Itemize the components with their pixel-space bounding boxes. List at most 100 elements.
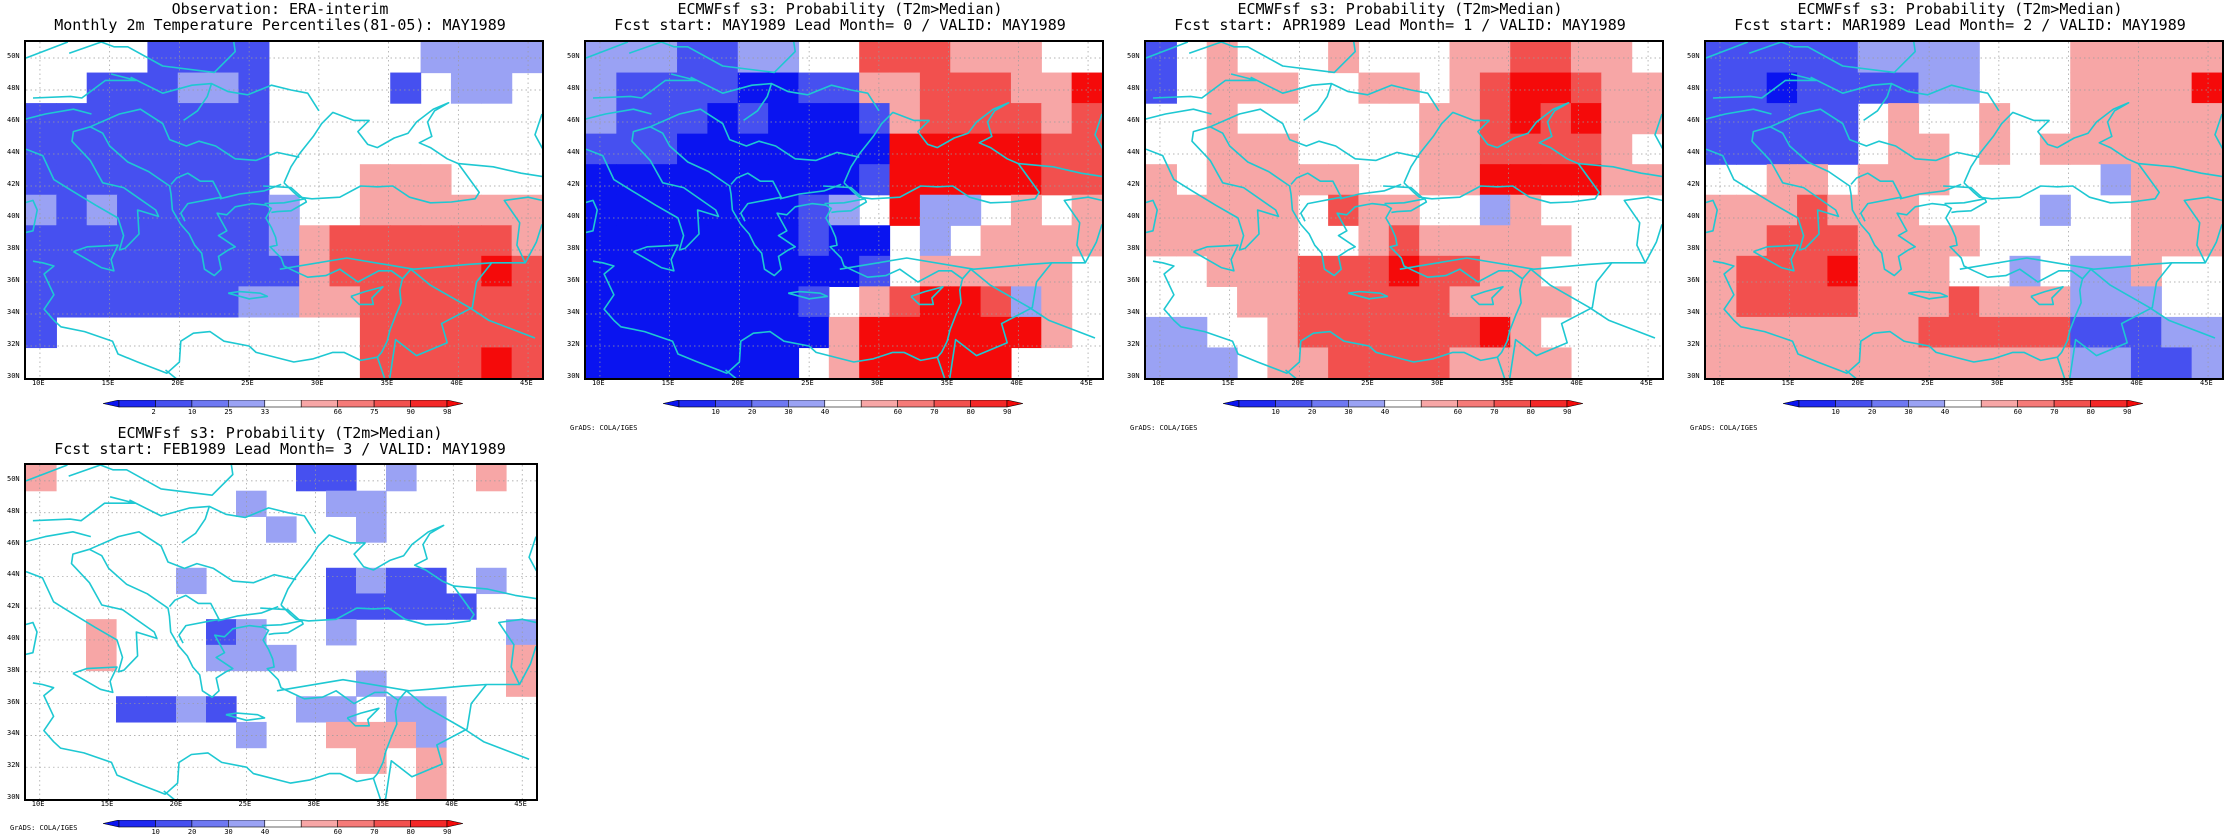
- grid-cell: [1010, 72, 1042, 104]
- grid-cell: [828, 103, 860, 135]
- grid-cell: [646, 42, 678, 74]
- coastline: [1250, 76, 1440, 112]
- grid-cell: [1570, 72, 1602, 104]
- grid-cell: [889, 316, 921, 349]
- coastline: [26, 126, 404, 375]
- grid-cell: [889, 194, 921, 226]
- coastline: [1959, 196, 2222, 270]
- grid-cell: [586, 72, 617, 104]
- colorbar-tick-label: 20: [1307, 408, 1317, 416]
- coastline: [1188, 42, 1356, 74]
- grid-cell: [238, 42, 270, 74]
- coastline: [260, 607, 301, 622]
- grid-cell: [26, 103, 57, 135]
- longitude-label: 40E: [1010, 379, 1023, 387]
- colorbar-segment: [1384, 400, 1422, 408]
- colorbar-canvas: [1783, 400, 2143, 408]
- grid-cell: [326, 619, 357, 646]
- coastline: [1907, 290, 1949, 300]
- colorbar-segment: [373, 400, 411, 408]
- grid-cell: [420, 225, 452, 257]
- grid-cell: [1267, 133, 1299, 165]
- map-panel-5: ECMWFsf s3: Probability (T2m>Median) Fcs…: [0, 420, 560, 840]
- grid-cell: [737, 286, 769, 318]
- grid-cell: [2039, 133, 2071, 165]
- grid-cell: [117, 255, 149, 287]
- grid-cell: [586, 225, 617, 257]
- grid-cell: [2161, 103, 2193, 135]
- colorbar-segment: [410, 820, 448, 828]
- colorbar-tick-label: 40: [260, 828, 270, 836]
- grid-cell: [1948, 316, 1980, 349]
- grid-cell: [359, 164, 391, 196]
- grid-cell: [919, 72, 951, 104]
- grid-cell: [889, 286, 921, 318]
- coastline: [130, 76, 320, 112]
- grid-cell: [1237, 286, 1269, 318]
- grid-cell: [677, 286, 709, 318]
- coastline: [32, 496, 136, 522]
- grid-cell: [117, 103, 149, 135]
- coastline: [217, 605, 279, 622]
- grid-cell: [481, 225, 513, 257]
- grid-cell: [2070, 42, 2102, 74]
- colorbar-tick-label: 40: [820, 408, 830, 416]
- panel-title-line1: ECMWFsf s3: Probability (T2m>Median): [1237, 0, 1563, 18]
- coastline: [1706, 108, 1772, 120]
- latitude-label: 50N: [7, 474, 20, 483]
- grid-cell: [1540, 164, 1572, 196]
- longitude-label: 30E: [1990, 379, 2004, 387]
- coastline: [628, 42, 796, 74]
- grid-cell: [950, 164, 982, 196]
- grid-cell: [1827, 42, 1859, 74]
- grid-cell: [1797, 255, 1829, 287]
- colorbar-tick-label: 80: [406, 828, 415, 836]
- colorbar-segment: [897, 400, 935, 408]
- latitude-label: 34N: [7, 308, 20, 316]
- grid-cell: [1146, 225, 1177, 257]
- grid-cell: [268, 194, 300, 226]
- grid-cell: [1041, 164, 1073, 196]
- colorbar-tick-label: 80: [2086, 408, 2095, 416]
- coastline: [227, 290, 269, 300]
- colorbar: 10 20 30 40 60 70 80 90: [103, 820, 463, 836]
- latitude-label: 38N: [7, 665, 20, 674]
- grid-cell: [329, 286, 361, 318]
- coastline: [843, 101, 1041, 204]
- grid-cell: [1328, 347, 1360, 378]
- grads-credit: GrADS: COLA/IGES: [1690, 424, 1758, 432]
- grid-cell: [798, 103, 830, 135]
- colorbar: 2 10 25 33 66 75 90 98: [103, 400, 463, 416]
- grid-cell: [26, 164, 57, 196]
- grid-cell: [889, 103, 921, 135]
- grid-cell: [206, 619, 237, 646]
- grid-cell: [1979, 286, 2011, 318]
- coastline: [1644, 224, 1662, 264]
- grid-cell: [1267, 286, 1299, 318]
- grid-cell: [646, 164, 678, 196]
- longitude-label: 40E: [445, 800, 458, 808]
- panel-title-line2: Monthly 2m Temperature Percentiles(81-05…: [54, 16, 506, 34]
- grid-cell: [1888, 103, 1920, 135]
- coastline: [401, 268, 536, 339]
- grid-cell: [420, 194, 452, 226]
- grid-cell: [586, 164, 617, 196]
- grid-cell: [1041, 316, 1073, 349]
- colorbar-segment: [2126, 400, 2143, 408]
- grid-cell: [359, 194, 391, 226]
- grid-cell: [919, 225, 951, 257]
- grid-cell: [1540, 133, 1572, 165]
- coastline: [823, 185, 865, 200]
- colorbar-segment: [228, 400, 266, 408]
- grid-cell: [1479, 164, 1511, 196]
- grid-cell: [919, 133, 951, 165]
- grid-cell: [2191, 347, 2222, 378]
- colorbar-segment: [410, 400, 448, 408]
- grid-cell: [481, 72, 513, 104]
- grid-cell: [296, 696, 327, 723]
- grid-cell: [326, 593, 357, 620]
- grid-cell: [616, 225, 648, 257]
- coastline: [26, 548, 400, 796]
- grid-cell: [616, 316, 648, 349]
- coastline: [163, 790, 175, 799]
